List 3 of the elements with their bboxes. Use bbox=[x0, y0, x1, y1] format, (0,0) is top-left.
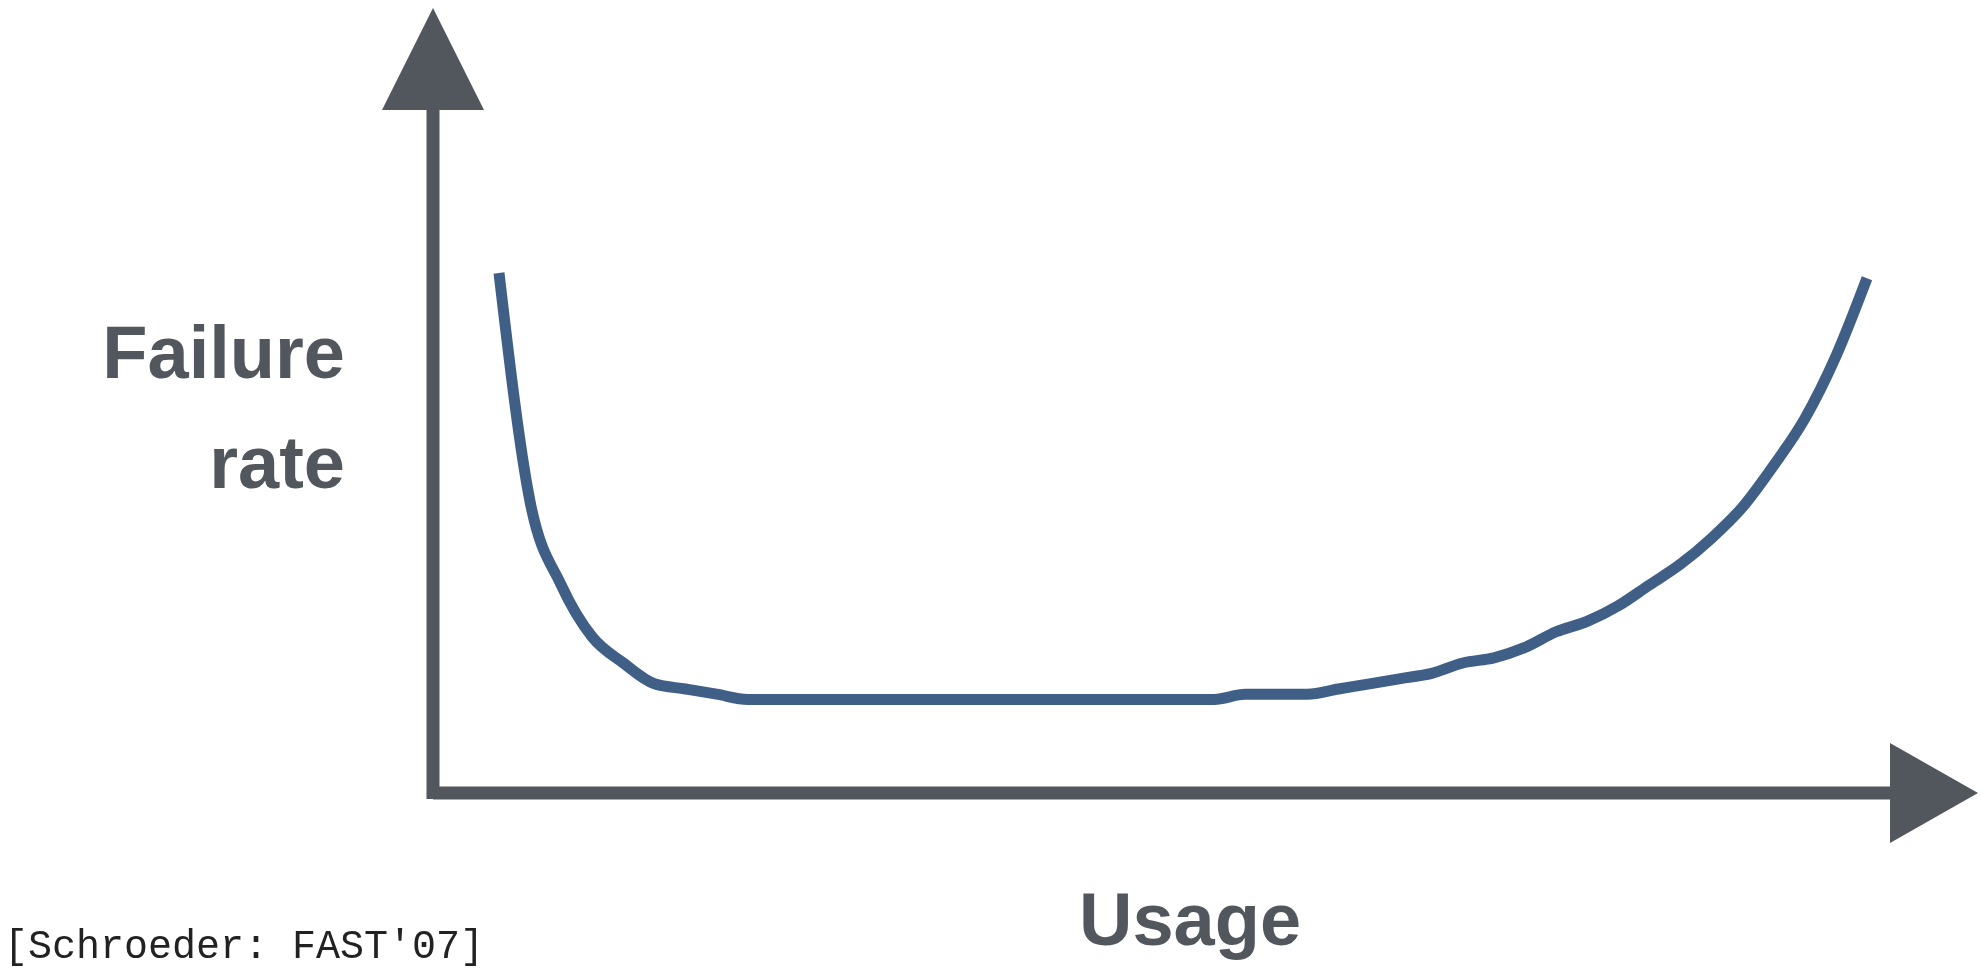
x-axis-title: Usage bbox=[1078, 878, 1302, 961]
text: [Schroeder: FAST'07] bbox=[4, 925, 485, 970]
y-axis-title: Failure rate bbox=[102, 311, 345, 504]
